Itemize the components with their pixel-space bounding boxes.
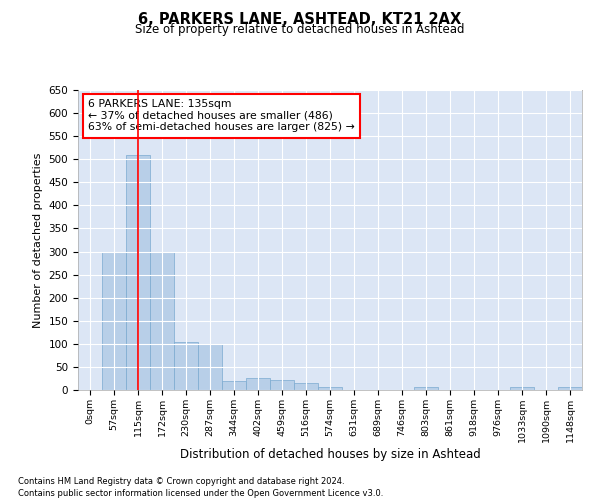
Bar [270,380,294,390]
Bar [198,344,222,390]
Text: 6 PARKERS LANE: 135sqm
← 37% of detached houses are smaller (486)
63% of semi-de: 6 PARKERS LANE: 135sqm ← 37% of detached… [88,99,355,132]
Bar [222,381,246,390]
Text: Size of property relative to detached houses in Ashtead: Size of property relative to detached ho… [135,22,465,36]
Bar [102,252,126,390]
Bar [294,383,318,390]
X-axis label: Distribution of detached houses by size in Ashtead: Distribution of detached houses by size … [179,448,481,460]
Text: 6, PARKERS LANE, ASHTEAD, KT21 2AX: 6, PARKERS LANE, ASHTEAD, KT21 2AX [139,12,461,28]
Bar [510,387,534,390]
Bar [150,252,174,390]
Text: Contains HM Land Registry data © Crown copyright and database right 2024.
Contai: Contains HM Land Registry data © Crown c… [18,476,383,498]
Bar [174,342,198,390]
Bar [246,378,270,390]
Bar [318,387,342,390]
Bar [126,154,150,390]
Bar [558,387,582,390]
Y-axis label: Number of detached properties: Number of detached properties [33,152,43,328]
Bar [414,387,438,390]
